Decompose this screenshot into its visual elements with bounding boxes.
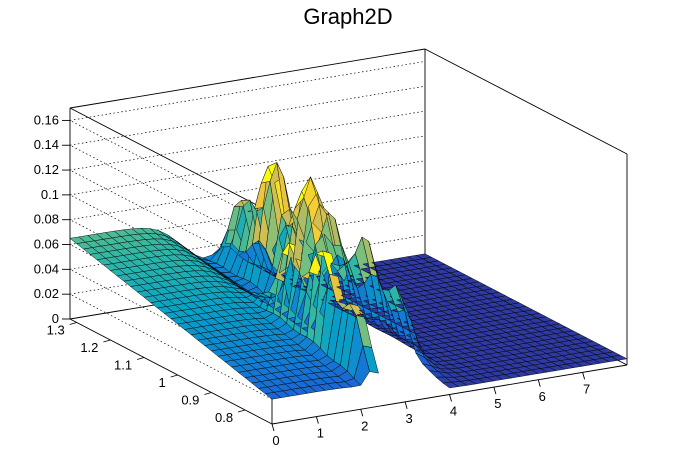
x-tick — [404, 401, 408, 409]
x-tick — [537, 379, 541, 387]
z-tick-label: 0.06 — [34, 237, 59, 252]
y-tick — [103, 339, 111, 343]
y-tick — [204, 392, 212, 395]
x-tick — [493, 387, 497, 395]
grid-line — [69, 135, 426, 196]
y-tick-label: 1.2 — [80, 340, 98, 355]
y-tick — [136, 357, 145, 360]
z-tick-label: 0.12 — [34, 162, 59, 177]
y-tick-label: 0.8 — [215, 410, 233, 425]
surface-cell — [610, 355, 628, 361]
x-tick — [271, 423, 275, 432]
x-tick-label: 6 — [539, 389, 546, 404]
frame-edge — [69, 48, 426, 109]
grid-line — [69, 85, 426, 146]
frame-edge — [69, 318, 273, 425]
z-tick-label: 0.08 — [34, 212, 59, 227]
y-tick-label: 0.9 — [181, 393, 199, 408]
x-tick — [315, 416, 319, 424]
z-axis: 0 0.02 0.04 0.06 0.08 0.1 0.12 0.14 0.16 — [34, 112, 70, 326]
x-tick — [582, 372, 586, 380]
x-tick-label: 2 — [361, 418, 368, 433]
z-tick-label: 0.14 — [34, 137, 59, 152]
y-tick — [69, 322, 77, 325]
x-tick-label: 3 — [406, 411, 413, 426]
x-tick-label: 5 — [494, 396, 501, 411]
z-tick-label: 0 — [52, 311, 59, 326]
z-tick-label: 0.1 — [41, 187, 59, 202]
frame-edge — [69, 107, 273, 214]
x-tick-label: 0 — [272, 433, 279, 448]
x-tick — [360, 409, 364, 417]
y-tick-label: 1.3 — [47, 323, 65, 338]
y-tick — [170, 374, 178, 378]
surface-mesh — [69, 162, 628, 400]
y-axis: 0.8 0.9 1 1.1 1.2 1.3 — [47, 322, 246, 425]
z-tick-label: 0.16 — [34, 112, 59, 127]
grid-line — [69, 110, 426, 171]
y-tick — [237, 409, 246, 413]
surface-cell — [362, 345, 379, 374]
x-tick-label: 1 — [317, 426, 324, 441]
z-tick-label: 0.04 — [34, 261, 59, 276]
y-tick-label: 1 — [158, 375, 165, 390]
z-tick-label: 0.02 — [34, 286, 59, 301]
x-tick-label: 7 — [583, 381, 590, 396]
x-tick-label: 4 — [450, 404, 457, 419]
grid-line — [69, 61, 426, 121]
x-tick — [449, 394, 452, 402]
y-tick-label: 1.1 — [114, 358, 132, 373]
x-axis: 0 1 2 3 4 5 6 7 — [271, 372, 590, 448]
chart-title: Graph2D — [303, 4, 392, 29]
frame-edge — [424, 48, 628, 155]
